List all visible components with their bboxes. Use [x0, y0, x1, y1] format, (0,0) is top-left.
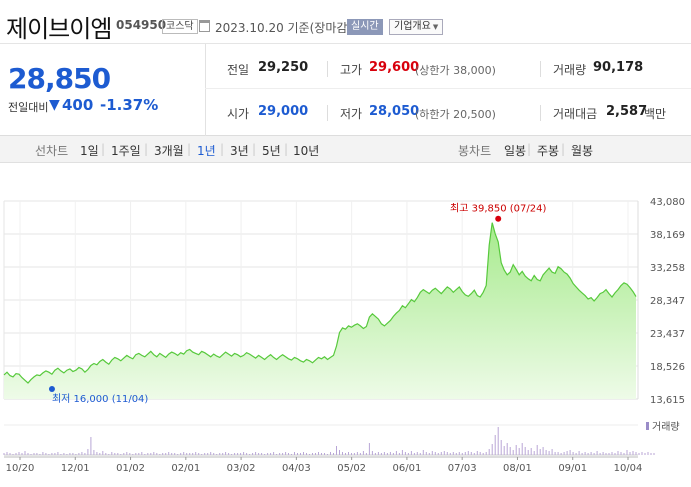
low-value: 28,050 [369, 104, 420, 119]
realtime-button[interactable]: 실시간 [347, 19, 383, 35]
period-bar: 선차트 1일 | 1주일 | 3개월 | 1년 | 3년 | 5년 | 10년 … [0, 136, 691, 163]
x-tick-label: 05/02 [337, 463, 366, 474]
period-3m[interactable]: 3개월 [154, 144, 184, 158]
volume-value: 90,178 [593, 60, 644, 75]
line-chart-label: 선차트 [35, 144, 69, 158]
period-10y[interactable]: 10년 [293, 144, 320, 158]
price-summary: 28,850 전일대비 ▼ 400 -1.37% 전일 29,250 고가 29… [0, 44, 691, 136]
period-separator: | [101, 142, 106, 156]
high-label: 고가 [340, 63, 363, 77]
prev-close-value: 29,250 [258, 60, 309, 75]
stock-name: 제이브이엠 [6, 15, 112, 43]
change-rate: -1.37% [100, 96, 159, 114]
period-separator: | [252, 142, 257, 156]
x-tick-label: 10/04 [614, 463, 643, 474]
period-separator: | [527, 142, 532, 156]
cell-separator [327, 105, 328, 121]
calendar-icon [199, 20, 210, 32]
upper-limit: (상한가 38,000) [415, 64, 496, 77]
candle-chart-label: 봉차트 [458, 144, 492, 158]
cell-separator [540, 61, 541, 77]
volume-legend: 거래량 [652, 421, 680, 433]
x-tick-label: 01/02 [116, 463, 145, 474]
summary-divider [205, 44, 206, 136]
x-tick-label: 07/03 [448, 463, 477, 474]
high-marker [495, 215, 502, 222]
period-separator: | [561, 142, 566, 156]
cell-separator [540, 105, 541, 121]
company-info-label: 기업개요 [394, 21, 431, 32]
candle-monthly[interactable]: 월봉 [571, 144, 594, 158]
stock-code: 054950 [116, 18, 167, 32]
y-tick-label: 18,526 [650, 362, 685, 373]
y-tick-label: 33,258 [650, 263, 685, 274]
candle-daily[interactable]: 일봉 [504, 144, 527, 158]
chevron-down-icon: ▼ [432, 23, 439, 31]
market-badge: 코스닥 [162, 19, 198, 34]
price-area [4, 222, 636, 399]
change-value: 400 [62, 96, 94, 114]
quote-date: 2023.10.20 기준(장마감) [215, 21, 353, 35]
high-value: 29,600 [369, 60, 420, 75]
x-tick-label: 08/01 [503, 463, 532, 474]
x-tick-label: 02/01 [171, 463, 200, 474]
y-tick-label: 38,169 [650, 230, 685, 241]
period-5y[interactable]: 5년 [262, 144, 281, 158]
lower-limit: (하한가 20,500) [415, 108, 496, 121]
high-annotation: 최고 39,850 (07/24) [450, 203, 546, 215]
y-tick-label: 43,080 [650, 197, 685, 208]
x-tick-label: 06/01 [392, 463, 421, 474]
candle-weekly[interactable]: 주봉 [537, 144, 560, 158]
period-separator: | [144, 142, 149, 156]
current-price: 28,850 [8, 62, 111, 95]
y-tick-label: 23,437 [650, 329, 685, 340]
y-tick-label: 13,615 [650, 395, 685, 406]
period-separator: | [284, 142, 289, 156]
price-chart[interactable]: 43,080 38,169 33,258 28,347 23,437 18,526 13,6… [0, 163, 691, 487]
low-annotation: 최저 16,000 (11/04) [52, 393, 148, 405]
trade-value: 2,587 [606, 104, 648, 119]
period-1y[interactable]: 1년 [197, 144, 216, 158]
open-value: 29,000 [258, 104, 309, 119]
stock-header: 제이브이엠 054950 코스닥 2023.10.20 기준(장마감) 실시간 … [0, 0, 691, 44]
trade-value-label: 거래대금 [553, 107, 598, 121]
x-tick-label: 12/01 [61, 463, 90, 474]
company-info-dropdown[interactable]: 기업개요 ▼ [389, 19, 444, 35]
down-arrow-icon: ▼ [49, 97, 60, 113]
price-line [3, 222, 637, 384]
cell-separator [327, 61, 328, 77]
x-tick-label: 10/20 [6, 463, 35, 474]
low-label: 저가 [340, 107, 363, 121]
open-label: 시가 [227, 107, 250, 121]
prev-close-label: 전일 [227, 63, 250, 77]
trade-value-unit: 백만 [644, 107, 667, 121]
volume-label: 거래량 [553, 63, 587, 77]
x-tick-label: 04/03 [282, 463, 311, 474]
x-tick-label: 03/02 [227, 463, 256, 474]
low-marker [48, 385, 55, 392]
period-1d[interactable]: 1일 [80, 144, 99, 158]
y-tick-label: 28,347 [650, 296, 685, 307]
period-separator: | [220, 142, 225, 156]
x-tick-label: 09/01 [558, 463, 587, 474]
change-label: 전일대비 [8, 101, 49, 114]
period-3y[interactable]: 3년 [230, 144, 249, 158]
volume-legend-icon [646, 422, 649, 430]
summary-row-divider [205, 88, 691, 89]
period-separator: | [187, 142, 192, 156]
period-1w[interactable]: 1주일 [111, 144, 141, 158]
